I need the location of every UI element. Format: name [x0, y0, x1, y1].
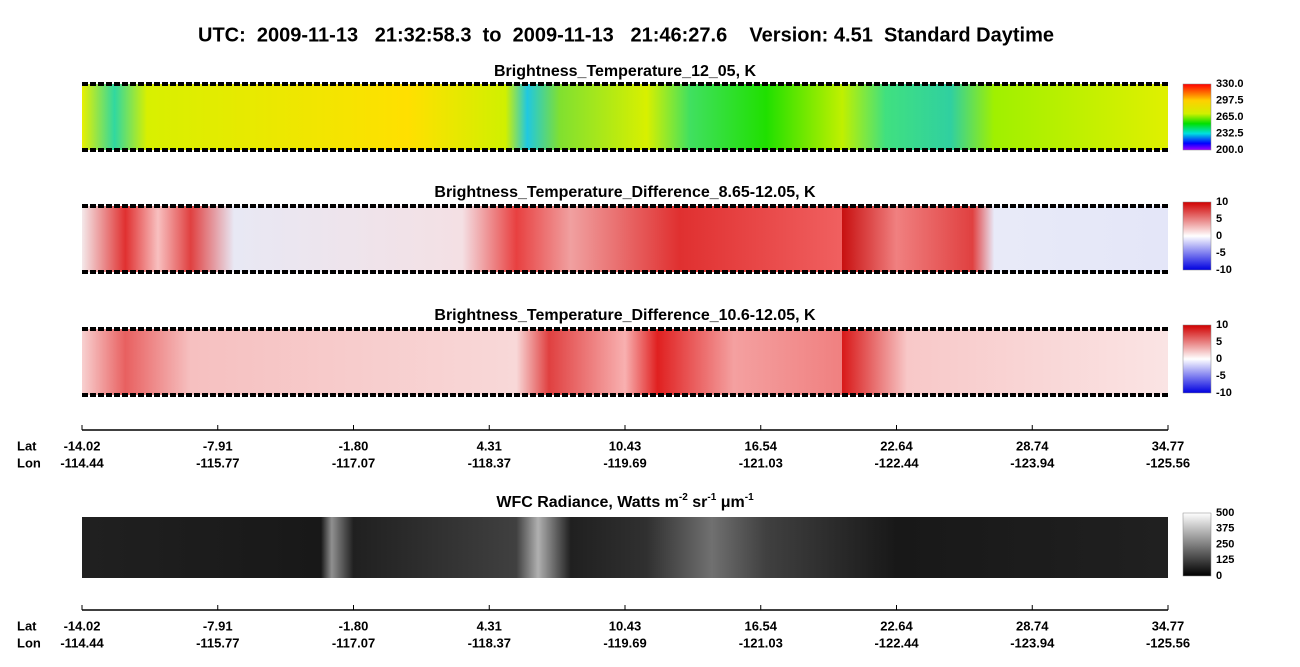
colorbar-label: 10 — [1216, 196, 1228, 208]
figure-title: UTC: 2009-11-13 21:32:58.3 to 2009-11-13… — [198, 24, 1054, 46]
lat-tick-label: 28.74 — [1016, 438, 1049, 453]
colorbar-label: 5 — [1216, 213, 1222, 225]
image-panel — [82, 84, 1168, 150]
lon-tick-label: -122.44 — [874, 635, 919, 650]
colorbar-label: 232.5 — [1216, 127, 1244, 139]
lat-tick-label: 4.31 — [477, 618, 502, 633]
colorbar-label: 330.0 — [1216, 78, 1244, 90]
lon-tick-label: -117.07 — [332, 635, 375, 650]
colorbar-label: -5 — [1216, 370, 1226, 382]
lon-tick-label: -115.77 — [196, 635, 239, 650]
lat-tick-label: 4.31 — [477, 438, 502, 453]
panel-title: Brightness_Temperature_Difference_8.65-1… — [434, 184, 816, 201]
colorbar-label: 265.0 — [1216, 111, 1244, 123]
image-panel — [82, 329, 1168, 395]
lat-tick-label: 10.43 — [609, 618, 642, 633]
colorbar-label: -10 — [1216, 264, 1232, 276]
panel-title: WFC Radiance, Watts m-2 sr-1 μm-1 — [496, 492, 754, 511]
image-panel — [82, 206, 1168, 272]
colorbar-label: 0 — [1216, 570, 1222, 582]
lat-tick-label: 34.77 — [1152, 618, 1185, 633]
title-part: WFC Radiance, Watts m — [496, 494, 679, 511]
title-part: -1 — [745, 492, 754, 503]
title-part: μm — [716, 494, 744, 511]
colorbar-label: 200.0 — [1216, 144, 1244, 156]
lon-tick-label: -119.69 — [603, 455, 646, 470]
colorbar-label: 297.5 — [1216, 94, 1244, 106]
lon-label: Lon — [17, 455, 41, 470]
lat-tick-label: -1.80 — [339, 438, 369, 453]
lat-label: Lat — [17, 438, 37, 453]
panel-title: Brightness_Temperature_12_05, K — [494, 63, 756, 80]
lon-tick-label: -114.44 — [60, 635, 104, 650]
lon-tick-label: -122.44 — [874, 455, 919, 470]
colorbar — [1182, 324, 1212, 394]
colorbar-label: 5 — [1216, 336, 1222, 348]
lon-tick-label: -121.03 — [739, 455, 783, 470]
colorbar — [1182, 83, 1212, 151]
lon-tick-label: -118.37 — [468, 455, 511, 470]
lon-tick-label: -125.56 — [1146, 635, 1190, 650]
colorbar-label: 10 — [1216, 319, 1228, 331]
lat-tick-label: 22.64 — [880, 618, 913, 633]
lat-tick-label: -1.80 — [339, 618, 369, 633]
lat-tick-label: 22.64 — [880, 438, 913, 453]
title-part: sr — [688, 494, 708, 511]
lon-tick-label: -123.94 — [1010, 635, 1055, 650]
lon-tick-label: -123.94 — [1010, 455, 1055, 470]
image-panel — [82, 517, 1168, 578]
colorbar-label: 0 — [1216, 230, 1222, 242]
lon-tick-label: -114.44 — [60, 455, 104, 470]
lon-tick-label: -119.69 — [603, 635, 646, 650]
colorbar-label: -5 — [1216, 247, 1226, 259]
lon-tick-label: -121.03 — [739, 635, 783, 650]
lat-tick-label: 16.54 — [744, 618, 777, 633]
lon-tick-label: -115.77 — [196, 455, 239, 470]
colorbar-label: 125 — [1216, 554, 1234, 566]
title-part: -2 — [679, 492, 688, 503]
title-part: -1 — [707, 492, 716, 503]
colorbar — [1182, 512, 1212, 577]
colorbar-label: 250 — [1216, 538, 1234, 550]
lat-tick-label: 16.54 — [744, 438, 777, 453]
colorbar-label: 375 — [1216, 523, 1234, 535]
lat-tick-label: -7.91 — [203, 438, 233, 453]
colorbar-label: 500 — [1216, 507, 1234, 519]
lon-tick-label: -117.07 — [332, 455, 375, 470]
lat-label: Lat — [17, 618, 37, 633]
lat-tick-label: -14.02 — [64, 438, 101, 453]
lat-tick-label: -7.91 — [203, 618, 233, 633]
colorbar-label: -10 — [1216, 387, 1232, 399]
lat-tick-label: 28.74 — [1016, 618, 1049, 633]
colorbar-label: 0 — [1216, 353, 1222, 365]
lon-label: Lon — [17, 635, 41, 650]
lon-tick-label: -118.37 — [468, 635, 511, 650]
panel-title: Brightness_Temperature_Difference_10.6-1… — [434, 307, 816, 324]
lon-tick-label: -125.56 — [1146, 455, 1190, 470]
lat-tick-label: 34.77 — [1152, 438, 1185, 453]
lat-tick-label: 10.43 — [609, 438, 642, 453]
colorbar — [1182, 201, 1212, 271]
lat-tick-label: -14.02 — [64, 618, 101, 633]
